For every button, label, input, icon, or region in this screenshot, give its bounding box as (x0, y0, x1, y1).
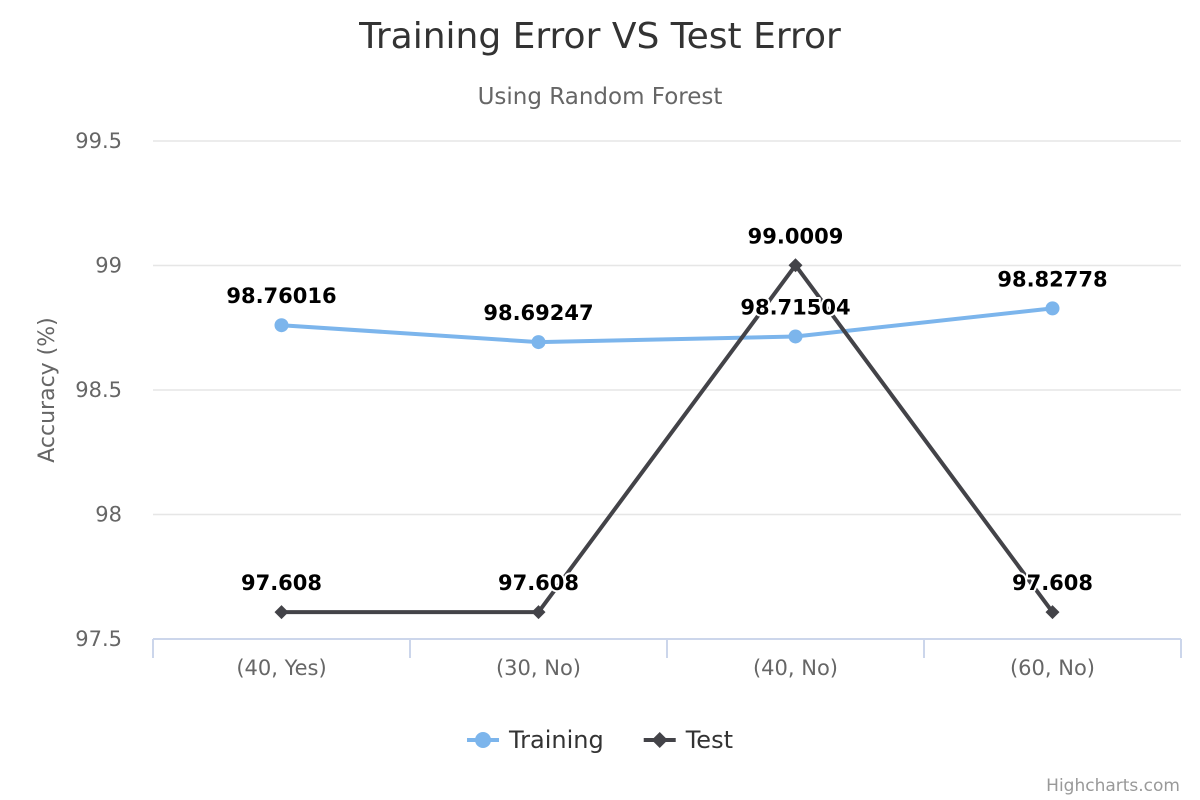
series-layer (274, 258, 1060, 620)
y-tick-label: 98.5 (75, 378, 122, 402)
series-line-training (279, 306, 1055, 345)
data-point (531, 605, 546, 620)
y-tick-label: 97.5 (75, 627, 122, 651)
legend: Training Test (467, 726, 733, 754)
series-line-test (279, 263, 1055, 615)
chart-title: Training Error VS Test Error (358, 16, 841, 57)
data-point (1045, 301, 1060, 316)
y-tick-label: 99 (95, 254, 122, 278)
data-label: 98.71504 (740, 295, 850, 319)
legend-item-training[interactable]: Training (467, 726, 604, 754)
data-label: 98.69247 (483, 301, 593, 325)
data-point (1045, 605, 1060, 620)
x-category-label: (40, No) (753, 656, 838, 680)
data-label: 99.0009 (748, 224, 844, 248)
y-tick-label: 98 (95, 503, 122, 527)
data-label: 97.608 (1012, 571, 1093, 595)
chart-subtitle: Using Random Forest (478, 84, 723, 110)
y-axis-title: Accuracy (%) (35, 317, 60, 463)
legend-label: Training (508, 726, 604, 754)
y-tick-label: 99.5 (75, 129, 122, 153)
credits-link[interactable]: Highcharts.com (1046, 776, 1180, 796)
legend-item-test[interactable]: Test (643, 726, 733, 754)
data-labels: 98.76016 98.69247 98.71504 98.82778 97.608 97… (224, 222, 1109, 597)
data-label: 97.608 (498, 571, 579, 595)
data-label: 98.82778 (997, 267, 1107, 291)
x-category-label: (40, Yes) (236, 656, 326, 680)
legend-symbol-marker (475, 732, 492, 748)
data-point (531, 335, 546, 350)
legend-label: Test (685, 726, 733, 754)
y-axis-ticks: 97.5 98 98.5 99 99.5 (75, 129, 122, 651)
x-axis: (40, Yes) (30, No) (40, No) (60, No) (152, 638, 1182, 680)
data-point (274, 318, 289, 333)
data-point (788, 329, 803, 344)
x-category-label: (60, No) (1010, 656, 1095, 680)
gridlines (153, 140, 1181, 516)
data-label: 97.608 (241, 571, 322, 595)
data-point (274, 605, 289, 620)
data-point (788, 258, 803, 273)
legend-symbol-marker (651, 732, 668, 748)
x-category-label: (30, No) (496, 656, 581, 680)
data-label: 98.76016 (226, 284, 336, 308)
